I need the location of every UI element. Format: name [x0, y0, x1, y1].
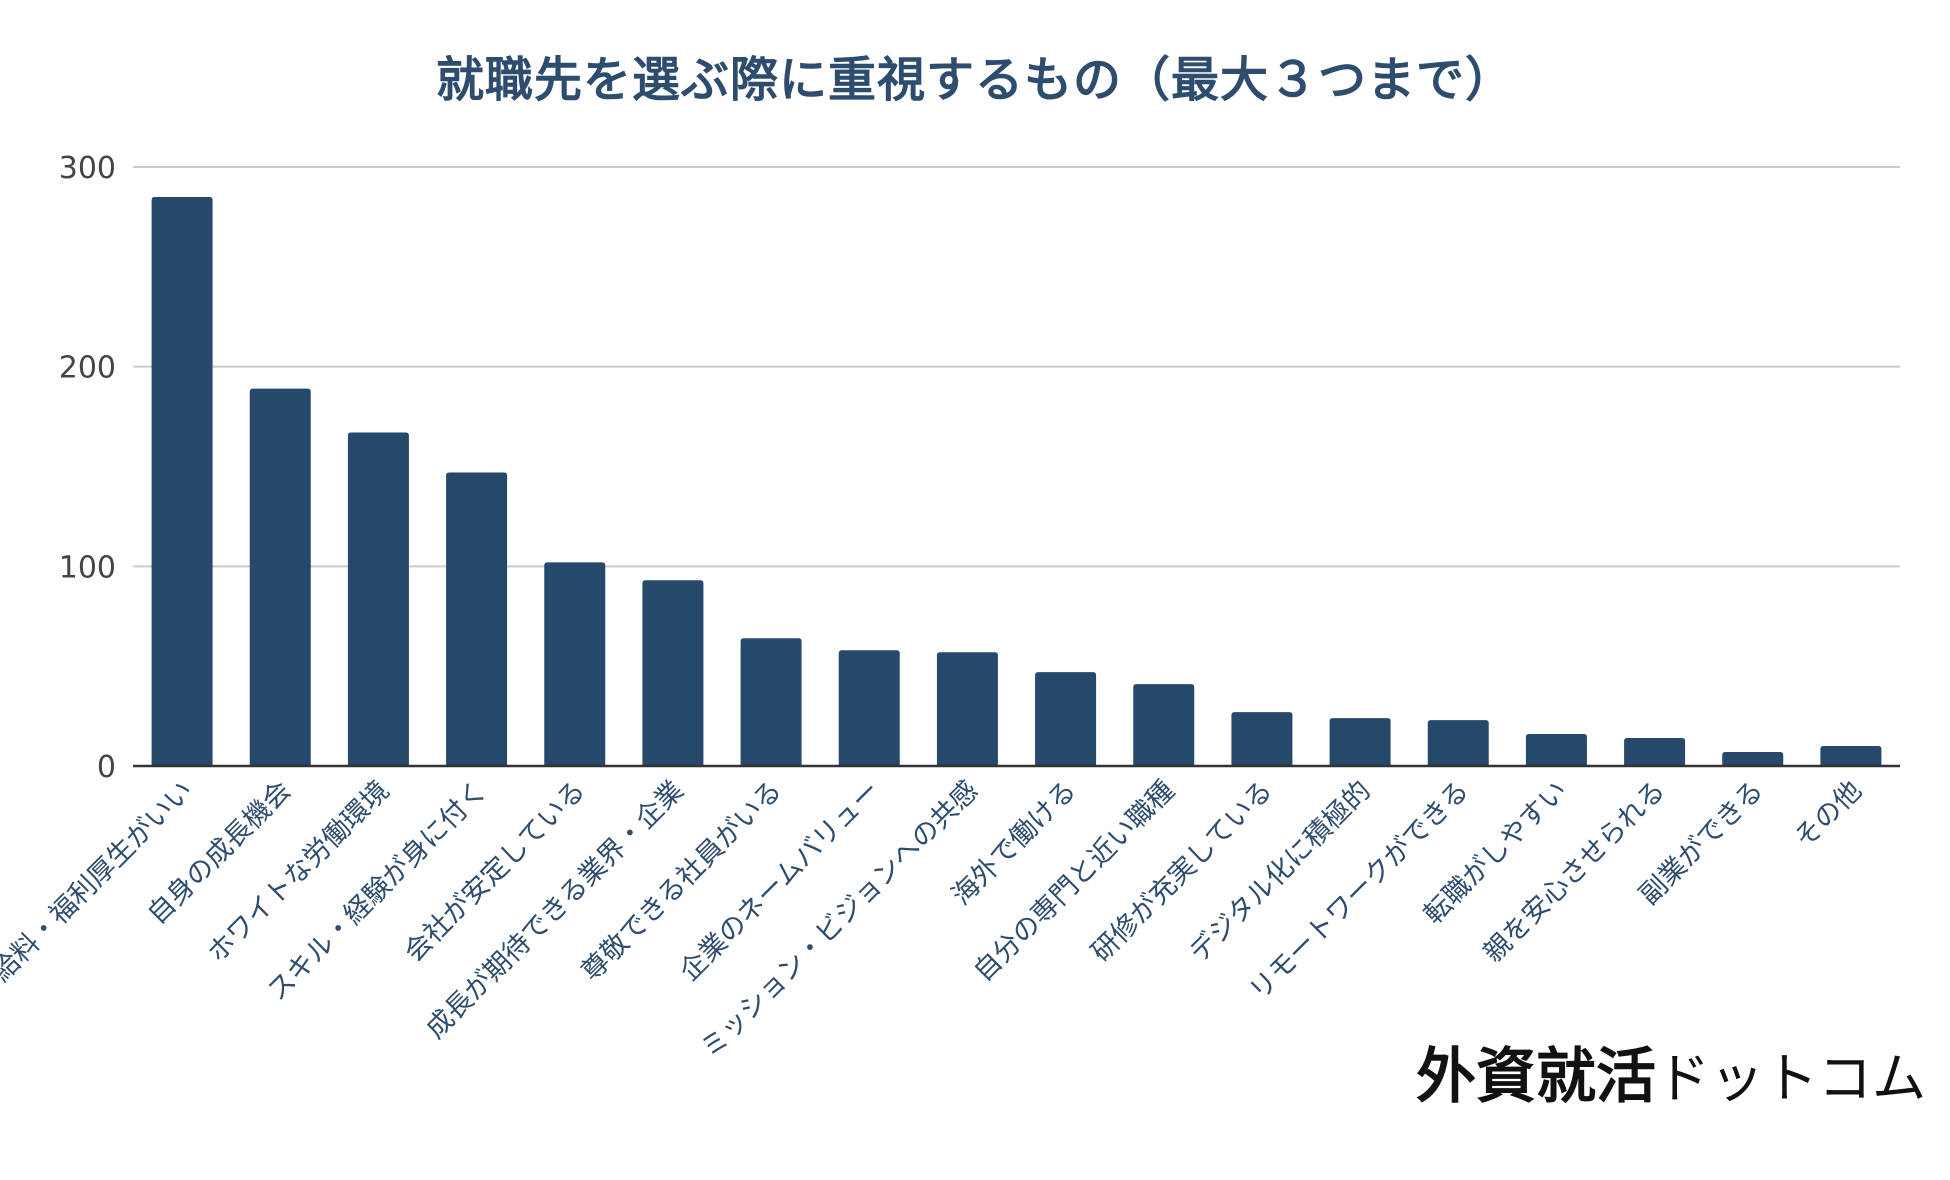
bar: [642, 580, 704, 766]
bar: [1133, 684, 1195, 766]
y-tick-label: 0: [97, 750, 116, 785]
bar: [347, 432, 409, 766]
x-tick-labels: 給料・福利厚生がいい自身の成長機会ホワイトな労働環境スキル・経験が身に付く会社が…: [0, 775, 1868, 1064]
x-tick-label: デジタル化に積極的: [1184, 775, 1377, 968]
y-tick-label: 300: [59, 151, 116, 186]
bar: [740, 638, 802, 766]
y-tick-label: 100: [59, 550, 116, 585]
x-tick-label: 企業のネームバリュー: [674, 775, 886, 987]
brand-logo-sub: ドットコム: [1656, 1047, 1926, 1110]
bar: [1329, 718, 1391, 766]
x-tick-label: 研修が充実している: [1086, 775, 1279, 968]
brand-logo-main: 外資就活: [1416, 1042, 1656, 1112]
x-tick-label: ホワイトな労働環境: [202, 775, 396, 969]
bar: [1722, 752, 1784, 766]
x-tick-label: 会社が安定している: [399, 775, 592, 968]
bar: [1820, 746, 1882, 766]
bar: [249, 388, 311, 766]
y-tick-label: 200: [59, 351, 116, 386]
x-tick-label: その他: [1789, 775, 1868, 854]
y-tick-labels: 0 100 200 300: [59, 151, 116, 785]
x-tick-label: 親を安心させられる: [1478, 775, 1672, 969]
x-tick-label: 自分の専門と近い職種: [968, 775, 1181, 988]
bar: [838, 650, 900, 766]
bars: [151, 196, 1882, 766]
x-tick-label: 尊敬できる社員がいる: [576, 775, 788, 987]
gridlines: [133, 166, 1900, 568]
bar: [151, 196, 213, 766]
bar: [1035, 672, 1097, 766]
bar: [1427, 720, 1489, 766]
brand-logo: 外資就活ドットコム: [1416, 1028, 1926, 1115]
bar: [544, 562, 606, 766]
bar: [1231, 712, 1293, 766]
bar: [446, 472, 508, 766]
bar: [936, 652, 998, 766]
bar: [1624, 738, 1686, 766]
chart-title: 就職先を選ぶ際に重視するもの（最大３つまで）: [435, 52, 1514, 108]
bar: [1525, 734, 1587, 766]
